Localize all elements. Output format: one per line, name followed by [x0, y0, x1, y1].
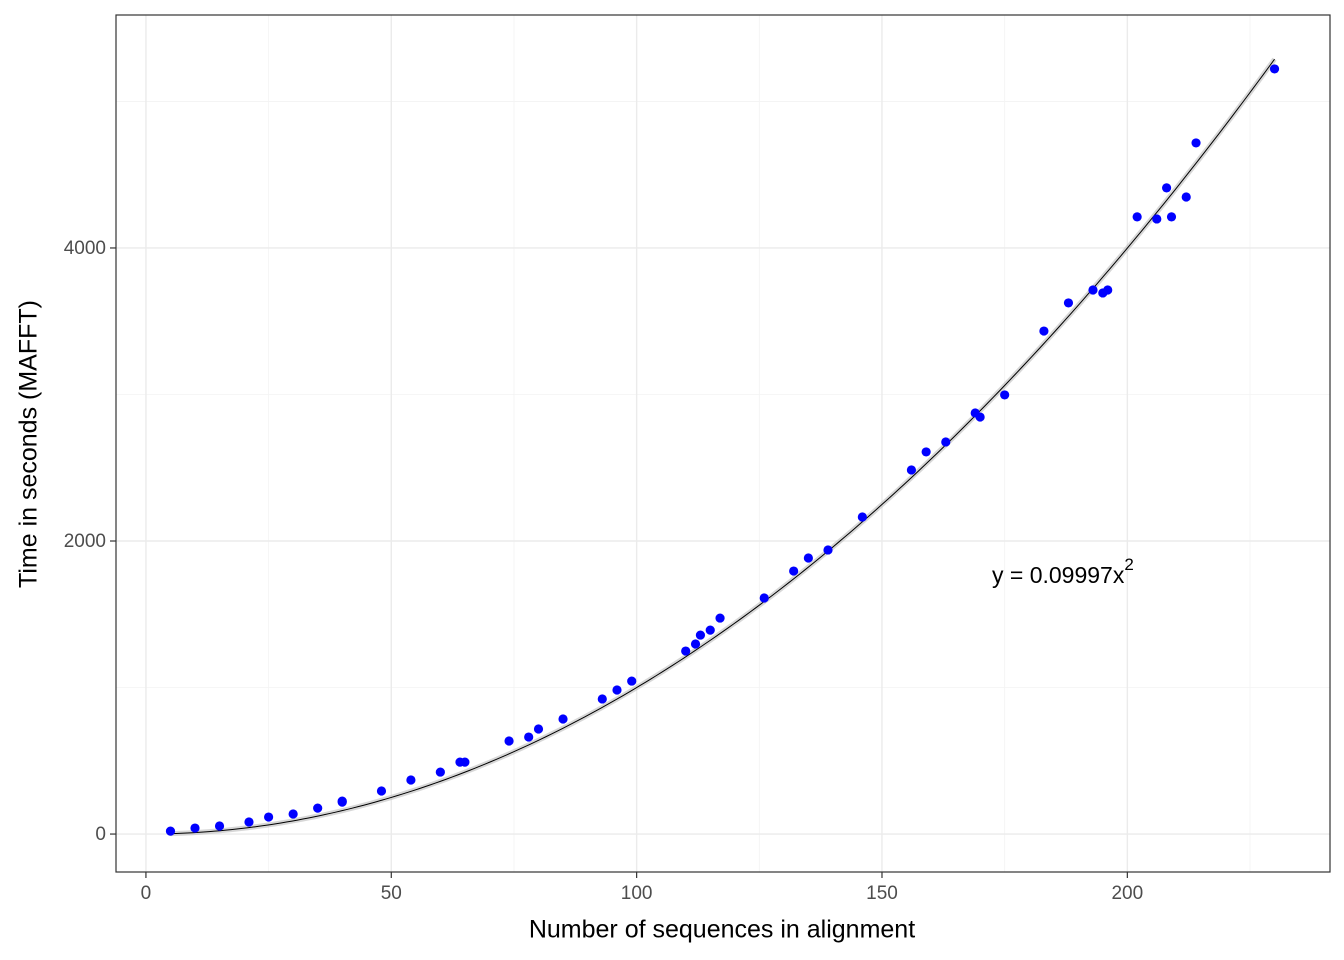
data-point: [1000, 390, 1010, 400]
data-point: [264, 812, 274, 822]
data-point: [823, 545, 833, 555]
data-point: [921, 447, 931, 457]
data-point: [504, 736, 514, 746]
data-point: [214, 821, 225, 831]
data-point: [803, 553, 813, 563]
data-point: [1039, 326, 1049, 336]
data-point: [313, 803, 323, 813]
data-point: [533, 724, 544, 734]
x-axis-title: Number of sequences in alignment: [529, 916, 915, 944]
data-point: [597, 694, 607, 704]
data-point: [975, 412, 985, 422]
x-tick-label: 100: [621, 883, 653, 904]
data-point: [1103, 285, 1113, 295]
data-point: [1191, 138, 1201, 148]
data-point: [612, 685, 622, 695]
x-tick-label: 200: [1111, 883, 1143, 904]
data-point: [288, 809, 298, 819]
annotation: y = 0.09997x2: [992, 555, 1134, 588]
data-point: [1269, 64, 1280, 74]
y-tick-label: 2000: [64, 531, 106, 552]
annotation-text: y = 0.09997x: [992, 562, 1125, 588]
data-point: [705, 625, 715, 635]
data-point: [627, 676, 637, 686]
panel-border: [115, 14, 1331, 873]
data-point: [906, 465, 917, 475]
x-tick-label: 50: [381, 883, 402, 904]
data-point: [1161, 183, 1172, 193]
data-point: [558, 714, 568, 724]
data-point: [695, 630, 706, 640]
y-axis-title: Time in seconds (MAFFT): [15, 300, 43, 588]
data-point: [1181, 192, 1191, 202]
y-tick-label: 4000: [64, 238, 106, 259]
data-point: [941, 437, 951, 447]
data-point: [244, 817, 254, 827]
data-point: [1166, 212, 1177, 222]
data-point: [406, 775, 416, 785]
data-point: [690, 639, 701, 649]
data-point: [789, 566, 799, 576]
data-point: [1132, 212, 1142, 222]
data-point: [435, 767, 445, 777]
data-point: [165, 826, 176, 836]
data-point: [337, 797, 347, 807]
data-point: [1088, 285, 1098, 295]
data-point: [1152, 214, 1162, 224]
data-point: [460, 757, 470, 767]
y-tick-label: 0: [95, 824, 106, 845]
data-point: [1063, 298, 1074, 308]
annotation-superscript: 2: [1124, 555, 1133, 574]
data-point: [524, 732, 534, 742]
data-point: [681, 646, 691, 656]
x-tick-label: 0: [141, 883, 152, 904]
x-tick-label: 150: [866, 883, 898, 904]
data-point: [759, 593, 769, 603]
data-point: [715, 613, 725, 623]
data-point: [857, 512, 867, 522]
data-point: [190, 823, 200, 833]
data-point: [376, 786, 387, 796]
